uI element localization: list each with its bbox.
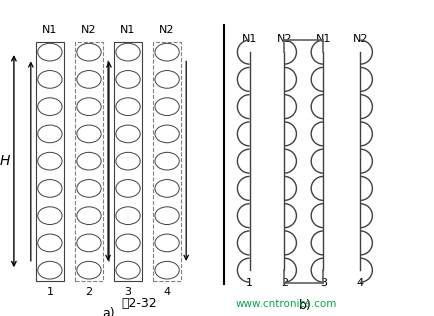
Text: N2: N2 — [159, 25, 175, 35]
Text: N1: N1 — [120, 25, 136, 35]
Circle shape — [116, 43, 140, 61]
Circle shape — [38, 207, 62, 225]
Text: N1: N1 — [42, 25, 58, 35]
Circle shape — [38, 152, 62, 170]
Text: www.cntronics.com: www.cntronics.com — [236, 299, 337, 309]
Circle shape — [77, 261, 101, 279]
Text: 3: 3 — [125, 287, 132, 297]
Text: H: H — [0, 154, 10, 168]
Circle shape — [116, 261, 140, 279]
Circle shape — [116, 234, 140, 252]
Bar — [36, 42, 64, 281]
Bar — [75, 42, 103, 281]
Text: N1: N1 — [316, 34, 331, 44]
Circle shape — [77, 234, 101, 252]
Circle shape — [155, 179, 179, 197]
Circle shape — [155, 234, 179, 252]
Circle shape — [155, 152, 179, 170]
Circle shape — [155, 125, 179, 143]
Text: 4: 4 — [164, 287, 171, 297]
Text: a): a) — [102, 307, 115, 316]
Text: b): b) — [299, 299, 311, 312]
Circle shape — [116, 207, 140, 225]
Text: N2: N2 — [276, 34, 292, 44]
Circle shape — [116, 152, 140, 170]
Circle shape — [155, 70, 179, 88]
Circle shape — [38, 43, 62, 61]
Circle shape — [38, 179, 62, 197]
Circle shape — [38, 125, 62, 143]
Circle shape — [155, 261, 179, 279]
Circle shape — [116, 70, 140, 88]
Circle shape — [116, 98, 140, 116]
Text: N2: N2 — [81, 25, 97, 35]
Bar — [153, 42, 181, 281]
Circle shape — [77, 179, 101, 197]
Circle shape — [116, 179, 140, 197]
Text: 2: 2 — [85, 287, 92, 297]
Circle shape — [38, 70, 62, 88]
Text: N2: N2 — [352, 34, 368, 44]
Circle shape — [77, 70, 101, 88]
Circle shape — [38, 234, 62, 252]
Circle shape — [77, 207, 101, 225]
Circle shape — [77, 125, 101, 143]
Circle shape — [77, 43, 101, 61]
Circle shape — [116, 125, 140, 143]
Circle shape — [155, 207, 179, 225]
Text: N1: N1 — [242, 34, 257, 44]
Circle shape — [77, 152, 101, 170]
Circle shape — [77, 98, 101, 116]
Circle shape — [155, 98, 179, 116]
Circle shape — [155, 43, 179, 61]
Circle shape — [38, 261, 62, 279]
Text: 1: 1 — [46, 287, 53, 297]
Text: 1: 1 — [246, 278, 253, 288]
Circle shape — [38, 98, 62, 116]
Bar — [114, 42, 142, 281]
Text: 3: 3 — [320, 278, 327, 288]
Text: 2: 2 — [281, 278, 288, 288]
Text: 4: 4 — [357, 278, 364, 288]
Text: 图2-32: 图2-32 — [121, 297, 157, 311]
